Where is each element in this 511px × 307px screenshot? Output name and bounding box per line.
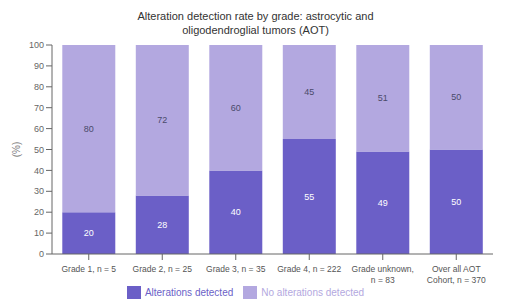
svg-text:50: 50 xyxy=(451,197,461,207)
svg-text:Grade 2, n = 25: Grade 2, n = 25 xyxy=(133,264,193,274)
svg-text:60: 60 xyxy=(34,124,44,134)
svg-text:20: 20 xyxy=(34,207,44,217)
svg-text:40: 40 xyxy=(34,166,44,176)
svg-text:Grade 3, n = 35: Grade 3, n = 35 xyxy=(206,264,266,274)
svg-text:49: 49 xyxy=(378,198,388,208)
svg-text:80: 80 xyxy=(34,82,44,92)
svg-text:20: 20 xyxy=(84,228,94,238)
svg-text:70: 70 xyxy=(34,103,44,113)
html-text:Alteration detection rate by g: Alteration detection rate by grade: astr… xyxy=(137,10,374,22)
html-text:oligodendroglial tumors (AOT): oligodendroglial tumors (AOT) xyxy=(182,24,329,36)
svg-text:72: 72 xyxy=(157,115,167,125)
svg-text:Grade 4, n = 222: Grade 4, n = 222 xyxy=(277,264,341,274)
svg-text:28: 28 xyxy=(157,220,167,230)
svg-text:80: 80 xyxy=(84,124,94,134)
svg-text:50: 50 xyxy=(451,92,461,102)
svg-text:100: 100 xyxy=(29,40,44,50)
svg-text:45: 45 xyxy=(304,87,314,97)
svg-text:0: 0 xyxy=(39,249,44,259)
svg-text:90: 90 xyxy=(34,61,44,71)
svg-text:50: 50 xyxy=(34,145,44,155)
svg-text:Grade unknown,n = 83: Grade unknown,n = 83 xyxy=(352,264,414,285)
svg-text:55: 55 xyxy=(304,192,314,202)
svg-text:(%): (%) xyxy=(11,142,22,158)
svg-text:Grade 1, n = 5: Grade 1, n = 5 xyxy=(61,264,116,274)
svg-text:60: 60 xyxy=(231,103,241,113)
svg-text:51: 51 xyxy=(378,93,388,103)
svg-text:Over all AOTCohort, n = 370: Over all AOTCohort, n = 370 xyxy=(427,264,486,285)
html-text:No alterations detected: No alterations detected xyxy=(261,286,365,298)
svg-text:10: 10 xyxy=(34,228,44,238)
svg-text:40: 40 xyxy=(231,207,241,217)
svg-text:30: 30 xyxy=(34,186,44,196)
html-text:Alterations detected: Alterations detected xyxy=(144,286,234,298)
